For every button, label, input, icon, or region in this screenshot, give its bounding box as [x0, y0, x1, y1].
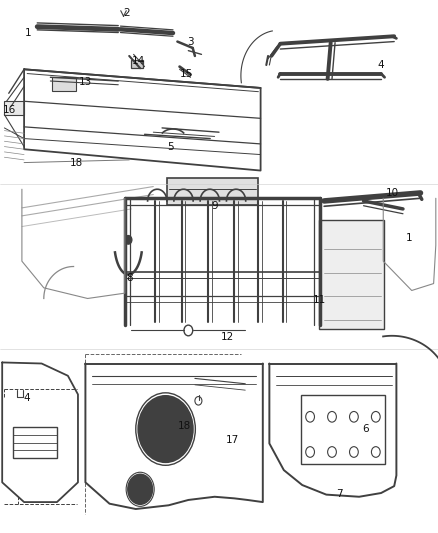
Text: 12: 12: [221, 332, 234, 342]
Text: 1: 1: [406, 233, 413, 243]
FancyBboxPatch shape: [319, 220, 384, 329]
Text: 14: 14: [131, 56, 145, 66]
Text: 11: 11: [313, 295, 326, 304]
Text: 1: 1: [25, 28, 32, 38]
Text: 18: 18: [70, 158, 83, 167]
Text: 6: 6: [362, 424, 369, 434]
Text: 17: 17: [226, 435, 239, 445]
Circle shape: [138, 396, 193, 462]
Text: 4: 4: [24, 393, 31, 403]
Text: 15: 15: [180, 69, 193, 78]
Bar: [4, 101, 24, 115]
Text: 9: 9: [211, 201, 218, 211]
Bar: [131, 60, 143, 68]
Text: 2: 2: [124, 9, 131, 18]
Text: 7: 7: [336, 489, 343, 499]
Text: 16: 16: [3, 106, 16, 115]
Bar: [0, 184, 438, 349]
Circle shape: [125, 236, 132, 244]
Bar: [0, 349, 438, 533]
Text: 5: 5: [167, 142, 174, 152]
Circle shape: [128, 474, 152, 504]
Bar: [0, 0, 438, 184]
Text: 4: 4: [378, 60, 385, 70]
FancyBboxPatch shape: [167, 178, 258, 205]
Text: 18: 18: [177, 422, 191, 431]
Text: 13: 13: [79, 77, 92, 86]
Text: 3: 3: [187, 37, 194, 46]
Bar: [52, 77, 76, 91]
Bar: [301, 395, 385, 464]
Bar: [13, 427, 57, 458]
Text: 8: 8: [126, 273, 133, 283]
Text: 10: 10: [385, 189, 399, 198]
